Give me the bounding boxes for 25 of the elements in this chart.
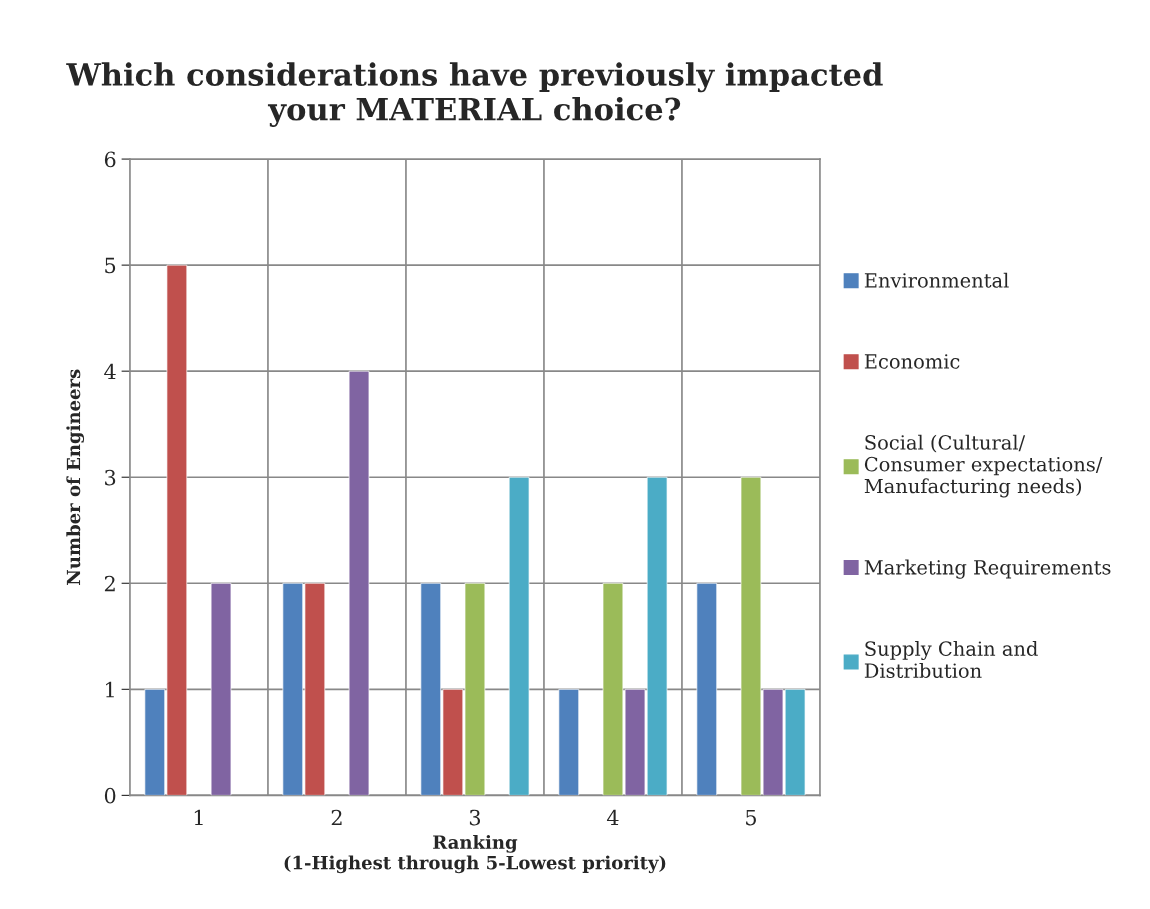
x-tick-label: 5: [746, 809, 756, 826]
bar: [696, 582, 718, 796]
y-tick-label: 1: [106, 681, 114, 698]
chart-title: Which considerations have previously impacted your MATERIAL choice?: [66, 62, 883, 127]
y-tick-label: 0: [104, 787, 116, 804]
y-tick-label: 3: [105, 469, 116, 486]
y-tick-label: 5: [105, 257, 116, 274]
legend-label: Social (Cultural/ Consumer expectations/ Manufacturing needs): [864, 434, 1103, 498]
x-axis-title: Ranking (1-Highest through 5-Lowest priority): [284, 834, 666, 874]
y-tick-label: 4: [104, 363, 116, 380]
bar: [558, 688, 580, 796]
x-tick-label: 3: [469, 809, 481, 826]
x-tick-label: 1: [194, 809, 203, 826]
legend-label: Supply Chain and Distribution: [864, 640, 1038, 679]
y-tick-label: 2: [104, 575, 115, 592]
legend-label: Marketing Requirements: [864, 559, 1111, 579]
y-tick-label: 6: [104, 151, 116, 168]
bar: [210, 582, 232, 796]
legend-label: Economic: [864, 354, 960, 369]
x-tick-label: 2: [331, 809, 342, 826]
bar: [348, 370, 370, 796]
legend-label: Environmental: [864, 272, 1009, 288]
x-tick-label: 4: [606, 809, 619, 826]
bar: [508, 476, 530, 796]
y-axis-title: Number of Engineers: [66, 369, 85, 585]
